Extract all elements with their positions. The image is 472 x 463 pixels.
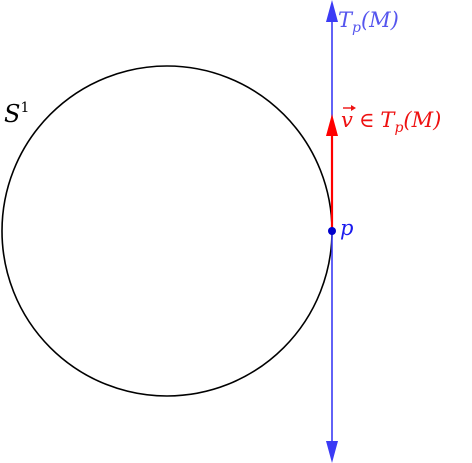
svg-text:v∈Tp(M): v ∈ Tp(M) [341, 108, 441, 136]
tangent-line-bottom-arrowhead [326, 441, 338, 463]
vector-label: v ∈ Tp(M) [341, 105, 441, 136]
tangent-space-label: Tp(M) [338, 8, 399, 36]
tangent-vector-arrowhead [326, 114, 338, 136]
tangent-space-label-base: T [338, 8, 354, 32]
tangent-space-label-arg: (M) [361, 8, 399, 32]
vector-label-space-arg: (M) [403, 108, 441, 132]
point-label: p [340, 216, 353, 240]
point-p [328, 227, 336, 235]
tangent-line-top-arrowhead [326, 0, 338, 22]
vector-label-v: v [341, 108, 353, 132]
circle-s1 [1, 65, 333, 397]
circle-label: S1 [4, 100, 29, 128]
circle-label-base: S [4, 100, 20, 128]
vector-label-space-subscript: p [394, 120, 403, 136]
circle-label-superscript: 1 [20, 100, 29, 116]
vector-label-space-base: T [380, 108, 396, 132]
arrow-over-v-icon [343, 105, 356, 111]
tangent-space-label-subscript: p [352, 20, 361, 36]
vector-label-element-of: ∈ [359, 108, 375, 132]
